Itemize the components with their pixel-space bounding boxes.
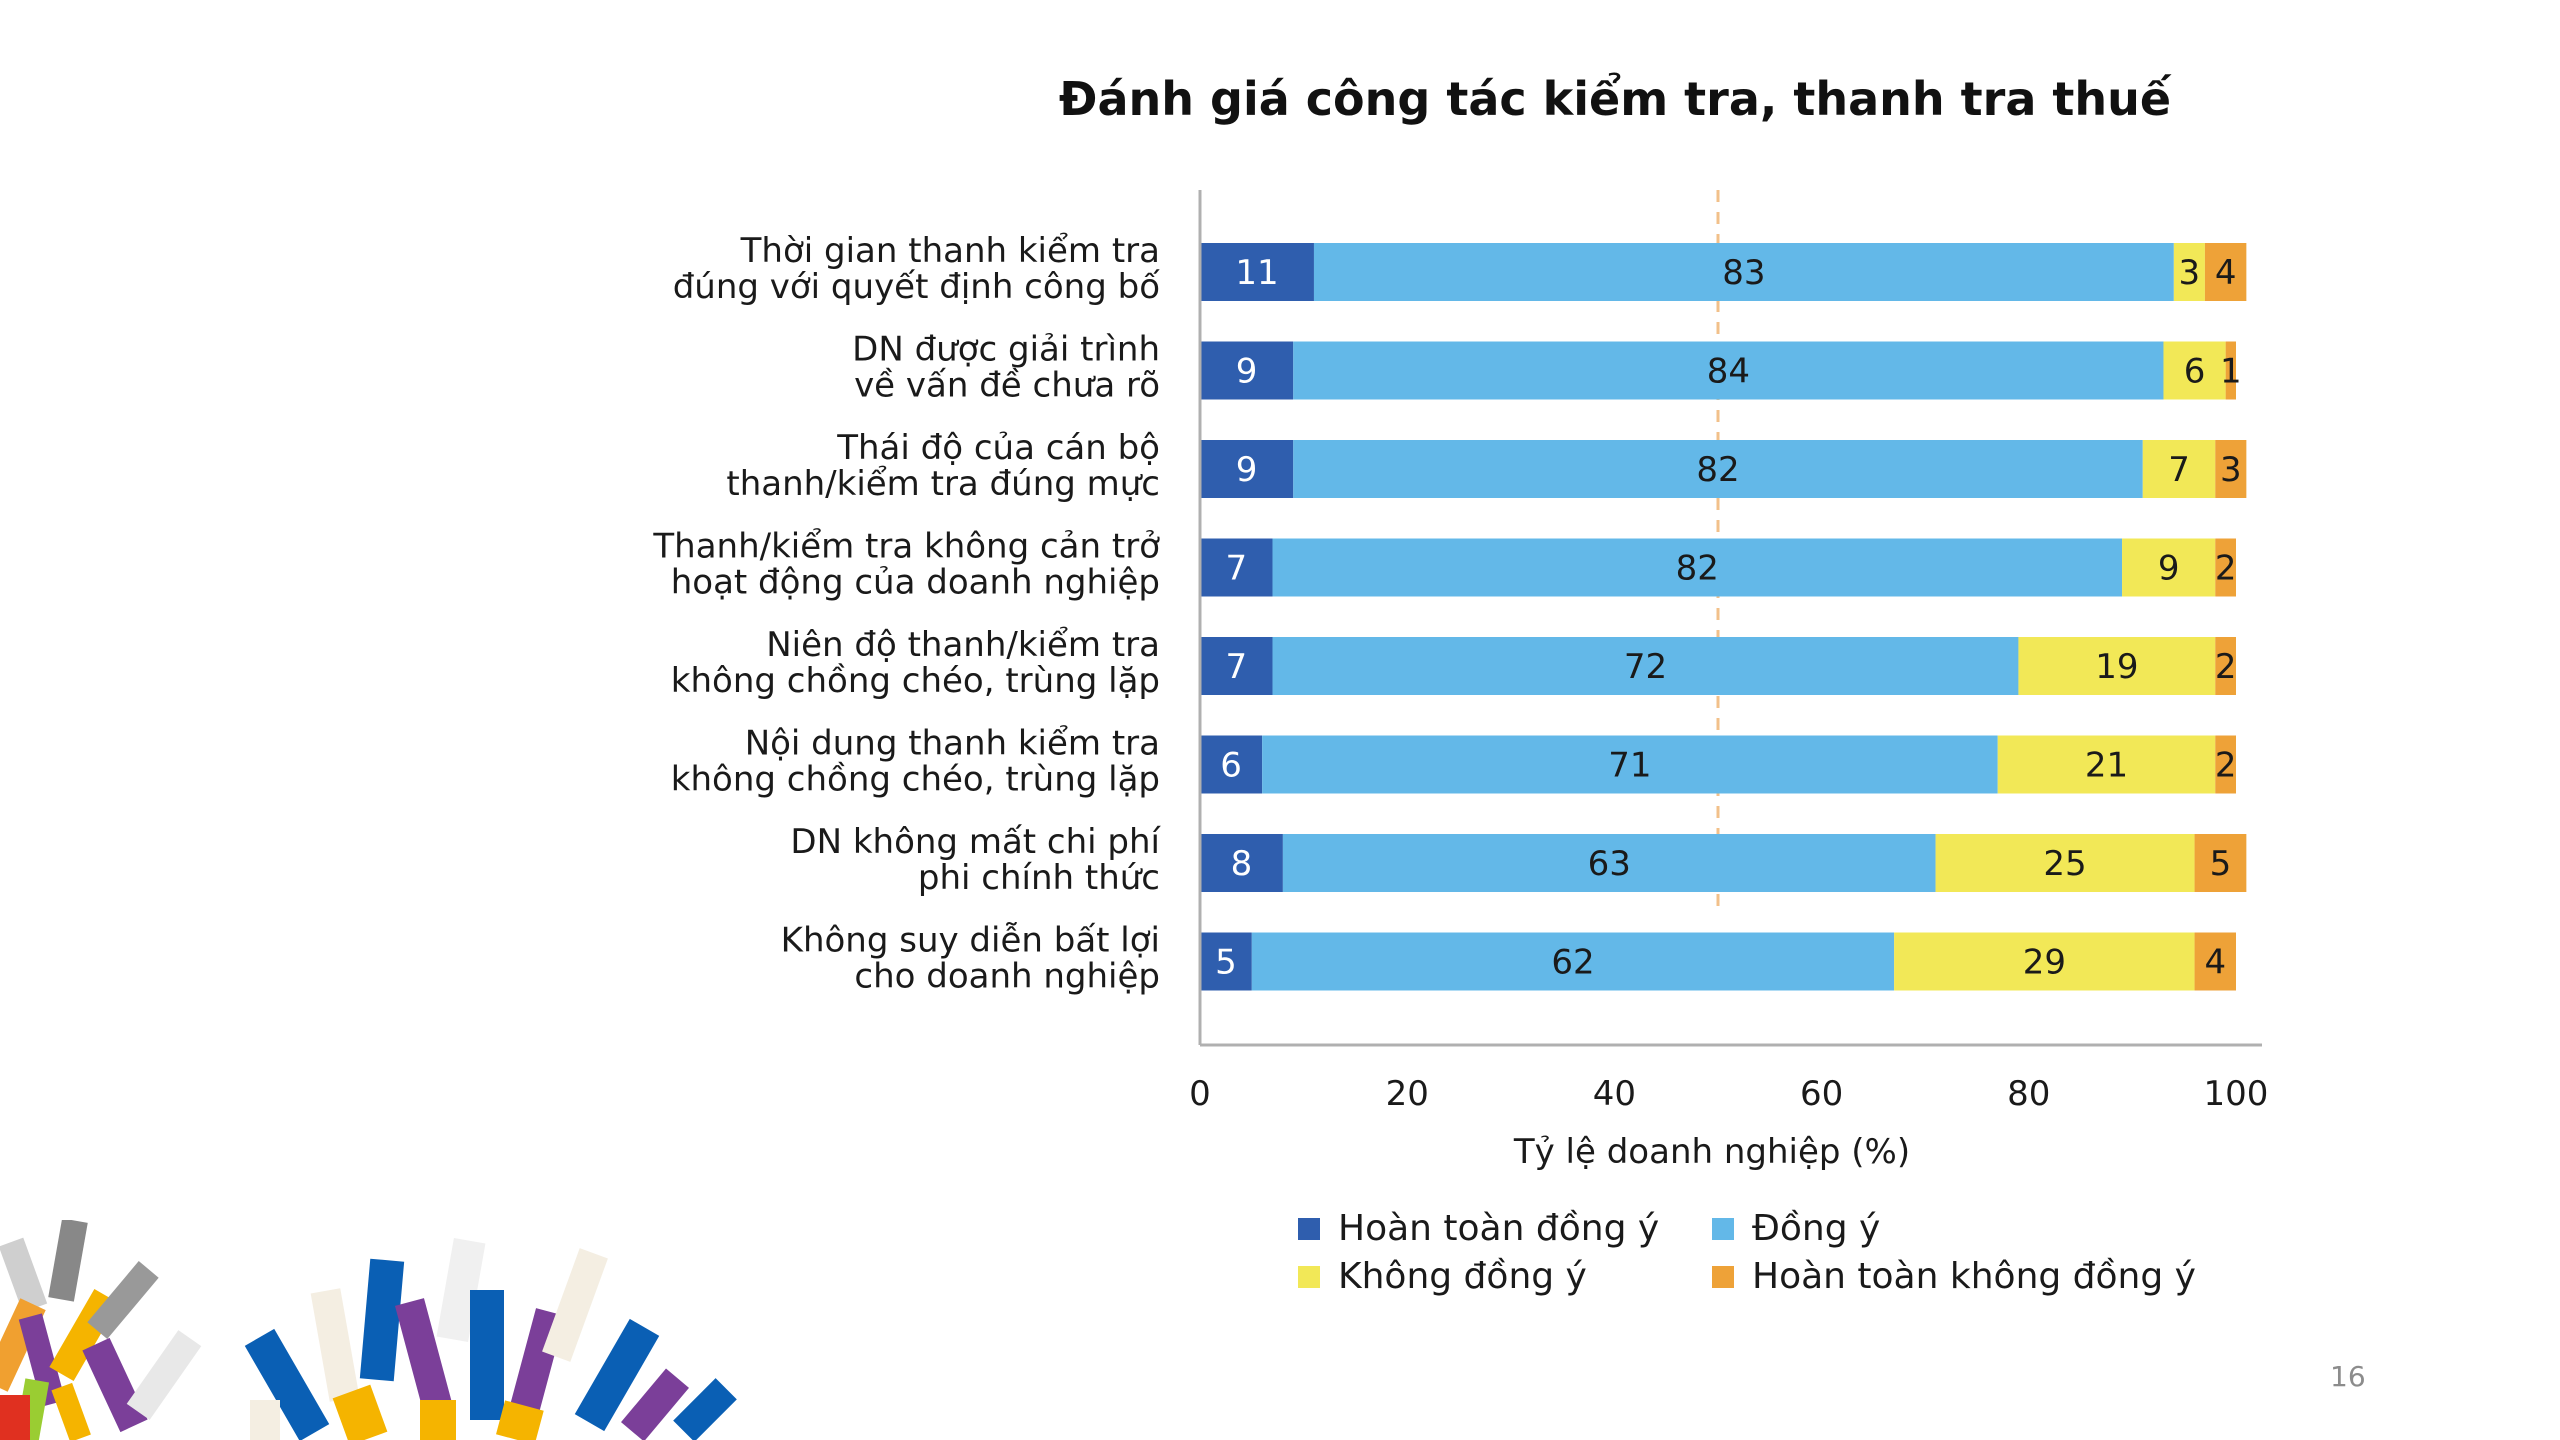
x-tick-label: 100 bbox=[2204, 1074, 2269, 1114]
data-label: 9 bbox=[1236, 450, 1258, 490]
data-label: 9 bbox=[1236, 352, 1258, 392]
data-label: 19 bbox=[2095, 647, 2138, 687]
legend-label: Không đồng ý bbox=[1338, 1256, 1587, 1297]
x-tick-label: 0 bbox=[1189, 1074, 1211, 1114]
data-label: 8 bbox=[1231, 844, 1253, 884]
bar-segment bbox=[1262, 735, 1998, 794]
bar-segment bbox=[1200, 341, 1294, 400]
bar-segment bbox=[1200, 538, 1273, 597]
legend-swatch bbox=[1298, 1266, 1320, 1288]
data-label: 1 bbox=[2220, 352, 2242, 392]
bar-segment bbox=[2215, 735, 2236, 794]
data-label: 3 bbox=[2179, 253, 2201, 293]
x-tick-label: 40 bbox=[1593, 1074, 1636, 1114]
category-label: Nội dung thanh kiểm tra không chồng chéo,… bbox=[671, 724, 1160, 800]
bar-segment bbox=[1935, 834, 2195, 892]
data-label: 11 bbox=[1235, 253, 1278, 293]
bar-segment bbox=[1282, 834, 1936, 892]
bar-segment bbox=[1894, 932, 2195, 991]
decorative-pattern bbox=[0, 1220, 737, 1440]
category-label: DN được giải trình về vấn đề chưa rõ bbox=[852, 330, 1160, 406]
chart-title: Đánh giá công tác kiểm tra, thanh tra th… bbox=[1059, 72, 2172, 126]
x-tick-label: 20 bbox=[1386, 1074, 1429, 1114]
bar-segment bbox=[1313, 243, 2174, 301]
bar-segment bbox=[2194, 932, 2236, 991]
data-label: 72 bbox=[1624, 647, 1667, 687]
data-label: 63 bbox=[1588, 844, 1631, 884]
page-number: 16 bbox=[2330, 1360, 2366, 1393]
legend-label: Hoàn toàn không đồng ý bbox=[1752, 1256, 2196, 1297]
data-label: 82 bbox=[1696, 450, 1739, 490]
data-label: 82 bbox=[1676, 549, 1719, 589]
data-label: 3 bbox=[2220, 450, 2242, 490]
data-label: 25 bbox=[2043, 844, 2086, 884]
bar-segment bbox=[1200, 243, 1314, 301]
bar-segment bbox=[2018, 637, 2216, 695]
data-label: 7 bbox=[2168, 450, 2190, 490]
legend-label: Đồng ý bbox=[1752, 1208, 1880, 1249]
bar-segment bbox=[2122, 538, 2216, 597]
bar-segment bbox=[2215, 440, 2247, 498]
bar-segment bbox=[2163, 341, 2226, 400]
legend-swatch bbox=[1298, 1218, 1320, 1240]
category-label: Thanh/kiểm tra không cản trở hoạt động củ… bbox=[652, 527, 1160, 603]
data-label: 2 bbox=[2215, 746, 2237, 786]
bar-segment bbox=[2204, 243, 2247, 301]
bar-segment bbox=[1272, 538, 2123, 597]
category-label: Thời gian thanh kiểm tra đúng với quyết đ… bbox=[673, 231, 1161, 307]
data-label: 9 bbox=[2158, 549, 2180, 589]
bar-segment bbox=[1200, 637, 1273, 695]
bar-segment bbox=[1251, 932, 1895, 991]
bar-segment bbox=[1293, 341, 2164, 400]
bar-segment bbox=[2225, 341, 2236, 400]
x-axis-title: Tỷ lệ doanh nghiệp (%) bbox=[1513, 1132, 1910, 1172]
bar-segment bbox=[1272, 637, 2019, 695]
data-label: 71 bbox=[1608, 746, 1651, 786]
data-label: 83 bbox=[1722, 253, 1765, 293]
category-label: Niên độ thanh/kiểm tra không chồng chéo, … bbox=[671, 625, 1160, 701]
bar-segment bbox=[1200, 932, 1252, 991]
bar-segment bbox=[1200, 834, 1283, 892]
legend-label: Hoàn toàn đồng ý bbox=[1338, 1208, 1659, 1249]
x-tick-label: 80 bbox=[2007, 1074, 2050, 1114]
data-label: 21 bbox=[2085, 746, 2128, 786]
data-label: 6 bbox=[2184, 352, 2206, 392]
legend-swatch bbox=[1712, 1218, 1734, 1240]
data-label: 62 bbox=[1551, 943, 1594, 983]
bar-segment bbox=[2194, 834, 2247, 892]
data-label: 29 bbox=[2023, 943, 2066, 983]
data-label: 2 bbox=[2215, 647, 2237, 687]
bar-segment bbox=[2215, 538, 2236, 597]
bar-segment bbox=[1293, 440, 2143, 498]
data-label: 4 bbox=[2215, 253, 2237, 293]
bar-segment bbox=[2173, 243, 2205, 301]
category-label: DN không mất chi phí phi chính thức bbox=[790, 822, 1161, 898]
data-label: 84 bbox=[1707, 352, 1750, 392]
decorative-graphic bbox=[0, 1220, 737, 1440]
x-tick-label: 60 bbox=[1800, 1074, 1843, 1114]
bar-segment bbox=[2215, 637, 2236, 695]
category-label: Không suy diễn bất lợi cho doanh nghiệp bbox=[781, 921, 1160, 997]
data-label: 4 bbox=[2204, 943, 2226, 983]
bar-segment bbox=[1200, 735, 1263, 794]
data-label: 7 bbox=[1225, 549, 1247, 589]
data-label: 5 bbox=[1215, 943, 1237, 983]
bar-segment bbox=[1200, 440, 1294, 498]
legend-swatch bbox=[1712, 1266, 1734, 1288]
category-label: Thái độ của cán bộ thanh/kiểm tra đúng mự… bbox=[726, 428, 1160, 504]
bar-segment bbox=[2142, 440, 2216, 498]
data-label: 6 bbox=[1220, 746, 1242, 786]
bar-segment bbox=[1997, 735, 2216, 794]
data-label: 2 bbox=[2215, 549, 2237, 589]
data-label: 7 bbox=[1225, 647, 1247, 687]
data-label: 5 bbox=[2210, 844, 2232, 884]
